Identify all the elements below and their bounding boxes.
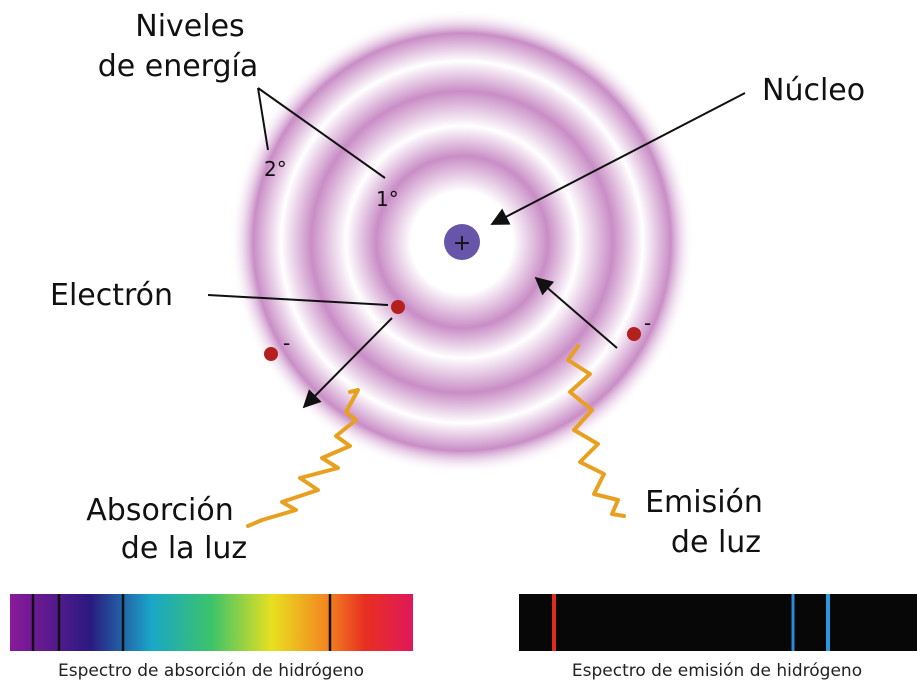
absorption-label: de la luz: [121, 531, 247, 566]
nucleus-label: Núcleo: [762, 73, 865, 108]
electron-charge: -: [283, 331, 290, 355]
level-1-label: 1°: [376, 187, 399, 211]
emission-label: de luz: [671, 525, 761, 560]
spectrum-bar: [519, 594, 917, 651]
nucleus-charge: +: [453, 231, 471, 256]
emission-spectrum: [519, 594, 917, 651]
page: + - - Niveles de energía 2° 1° Núcleo El…: [0, 0, 917, 687]
level-2-label: 2°: [264, 157, 287, 181]
absorption-label: Absorción: [86, 493, 233, 528]
electron: [627, 327, 641, 341]
absorption-spectrum: [10, 594, 413, 651]
diagram: + - - Niveles de energía 2° 1° Núcleo El…: [0, 0, 917, 687]
electron-label: Electrón: [50, 278, 173, 313]
electron-charge: -: [644, 311, 651, 335]
energy-levels-label: de energía: [98, 49, 259, 84]
energy-levels-label: Niveles: [135, 9, 244, 44]
emission-label: Emisión: [645, 485, 763, 520]
absorption-spectrum-label: Espectro de absorción de hidrógeno: [58, 661, 364, 681]
electron: [391, 300, 405, 314]
spectrum-bar: [10, 594, 413, 651]
electron: [264, 347, 278, 361]
emission-spectrum-label: Espectro de emisión de hidrógeno: [572, 661, 862, 681]
